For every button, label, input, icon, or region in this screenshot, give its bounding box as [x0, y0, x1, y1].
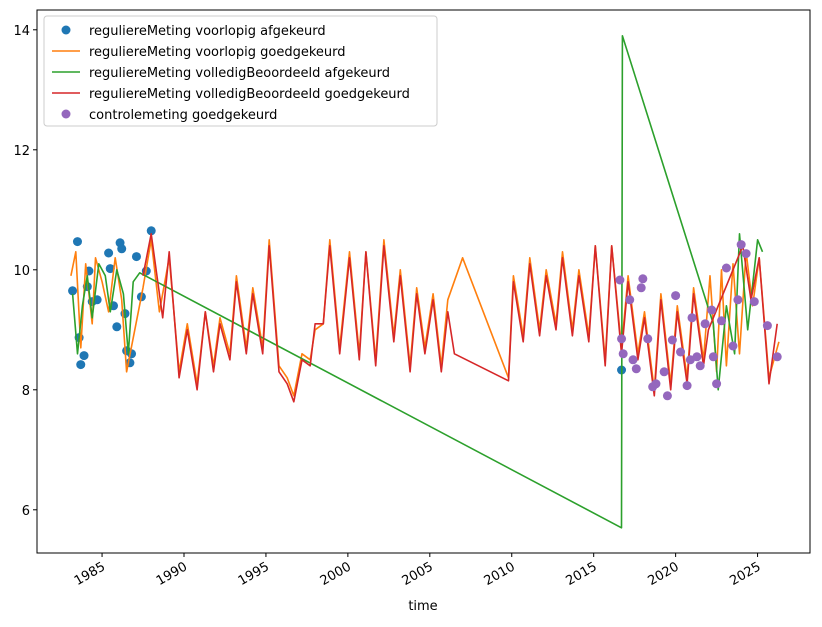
x-tick-label: 2015 [564, 559, 600, 589]
y-tick-label: 8 [22, 384, 30, 399]
plot-area [68, 35, 782, 529]
point [72, 237, 82, 247]
point [643, 334, 653, 344]
x-tick-label: 2005 [400, 559, 436, 589]
point [662, 391, 672, 401]
point [131, 252, 141, 262]
legend-marker [61, 25, 71, 35]
x-tick-label: 2025 [727, 559, 763, 589]
point [728, 341, 738, 351]
point [76, 360, 86, 370]
point [104, 248, 114, 258]
point [615, 275, 625, 285]
y-tick-label: 14 [13, 24, 30, 39]
legend-label: reguliereMeting volledigBeoordeeld goedg… [89, 87, 410, 102]
point [117, 244, 127, 254]
point [676, 347, 686, 357]
point [628, 355, 638, 365]
point [762, 321, 772, 331]
point [659, 367, 669, 377]
legend-label: reguliereMeting voorlopig goedgekeurd [89, 45, 346, 60]
y-tick-label: 6 [22, 504, 30, 519]
point [700, 319, 710, 329]
point [618, 349, 628, 359]
x-tick-label: 2000 [318, 559, 354, 589]
point [617, 334, 627, 344]
series-line [142, 233, 778, 403]
point [636, 283, 646, 293]
legend-marker [61, 109, 71, 119]
x-tick-label: 1985 [72, 559, 108, 589]
point [772, 352, 782, 362]
point [651, 379, 661, 389]
point [638, 274, 648, 284]
x-tick-label: 1995 [236, 559, 272, 589]
point [736, 240, 746, 250]
point [707, 305, 717, 315]
point [692, 352, 702, 362]
point [105, 264, 115, 274]
legend-label: reguliereMeting voorlopig afgekeurd [89, 24, 326, 39]
point [625, 295, 635, 305]
point [68, 286, 78, 296]
legend-label: reguliereMeting volledigBeoordeeld afgek… [89, 66, 390, 81]
point [733, 295, 743, 305]
axes-frame [36, 9, 811, 554]
point [749, 297, 759, 307]
point [79, 351, 89, 361]
point [631, 364, 641, 374]
point [708, 352, 718, 362]
x-tick-label: 1990 [154, 559, 190, 589]
point [682, 381, 692, 391]
point [712, 379, 722, 389]
point [146, 226, 156, 236]
x-axis-label: time [408, 599, 437, 614]
point [721, 263, 731, 273]
point [112, 322, 122, 332]
point [687, 313, 697, 323]
legend-label: controlemeting goedgekeurd [89, 108, 277, 123]
x-tick-label: 2020 [645, 559, 681, 589]
point [667, 335, 677, 345]
point [741, 249, 751, 259]
series-line [71, 35, 764, 529]
x-tick-label: 2010 [482, 559, 518, 589]
legend-box [43, 15, 438, 127]
point [695, 361, 705, 371]
y-tick-label: 10 [13, 264, 30, 279]
point [671, 291, 681, 301]
point [717, 316, 727, 326]
y-tick-label: 12 [13, 144, 30, 159]
